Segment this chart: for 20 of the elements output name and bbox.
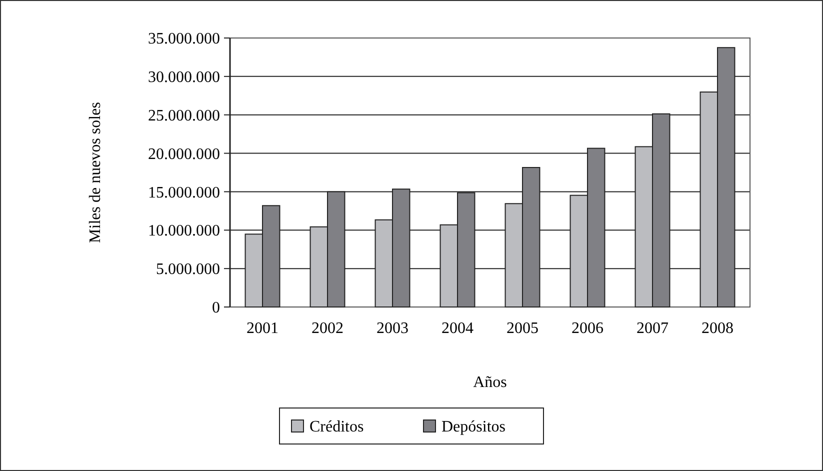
y-tick-label: 35.000.000 (148, 30, 220, 48)
x-tick-label: 2002 (312, 320, 344, 337)
y-tick-label: 25.000.000 (148, 107, 220, 124)
x-axis-title: Años (473, 374, 507, 391)
y-tick-label: 30.000.000 (148, 69, 220, 86)
x-tick-label: 2003 (376, 320, 408, 337)
y-tick-label: 10.000.000 (148, 222, 220, 240)
x-tick-label: 2004 (442, 320, 474, 337)
x-tick-label: 2001 (246, 320, 278, 337)
x-tick-label: 2007 (636, 320, 668, 337)
legend-label: Depósitos (442, 418, 506, 436)
legend-label: Créditos (310, 418, 364, 436)
y-tick-label: 20.000.000 (148, 146, 220, 163)
y-axis-title: Miles de nuevos soles (87, 102, 104, 243)
y-tick-label: 0 (212, 300, 220, 317)
x-tick-label: 2008 (702, 320, 734, 337)
x-tick-label: 2006 (572, 320, 604, 337)
y-tick-label: 5.000.000 (156, 261, 220, 278)
x-tick-label: 2005 (506, 320, 538, 337)
y-tick-label: 15.000.000 (148, 184, 220, 202)
